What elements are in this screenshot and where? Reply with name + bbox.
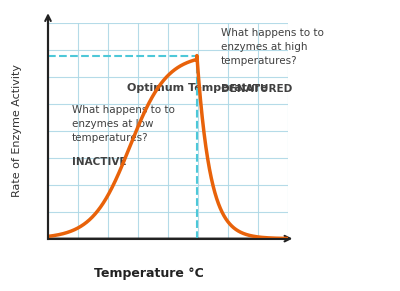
Text: Temperature °C: Temperature °C [94,267,204,280]
Text: What happens to to
enzymes at high
temperatures?: What happens to to enzymes at high tempe… [221,28,324,65]
Text: Rate of Enzyme Activity: Rate of Enzyme Activity [12,64,22,198]
Text: Optimum Temperature: Optimum Temperature [127,83,268,93]
Text: INACTIVE: INACTIVE [72,157,126,167]
Text: What happens to to
enzymes at low
temperatures?: What happens to to enzymes at low temper… [72,105,175,143]
Text: DENATURED: DENATURED [221,84,292,94]
